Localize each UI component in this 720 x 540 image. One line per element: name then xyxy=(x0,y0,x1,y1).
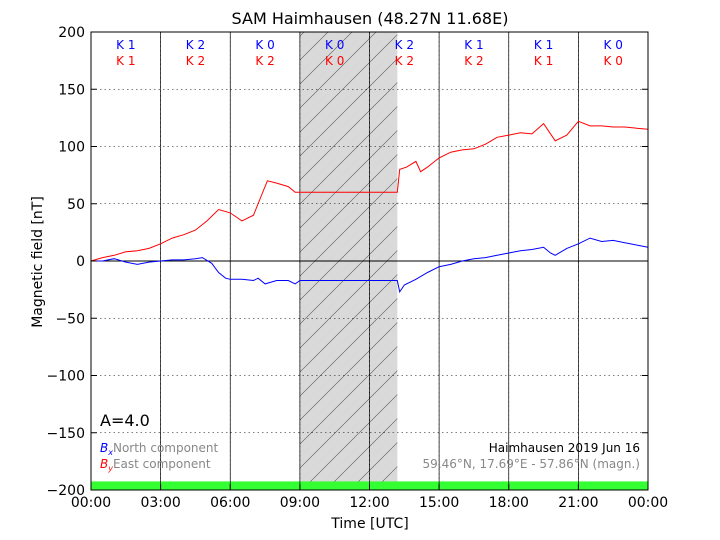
y-tick-label: 0 xyxy=(76,254,85,270)
k-index-east: K 2 xyxy=(464,54,483,68)
y-axis-label: Magnetic field [nT] xyxy=(30,196,46,328)
legend-east-symbol: B xyxy=(100,457,108,471)
y-tick-label: 100 xyxy=(58,140,85,156)
y-tick-label: −50 xyxy=(55,311,85,327)
series-lines xyxy=(90,120,649,294)
x-tick-label: 21:00 xyxy=(558,495,598,511)
y-tick-label: −200 xyxy=(47,483,85,499)
x-tick-label: 00:00 xyxy=(628,495,668,511)
k-index-east: K 0 xyxy=(325,54,344,68)
legend-north-label: North component xyxy=(113,441,219,455)
y-tick-labels: −200 −150 −100 −50 0 50 100 150 200 xyxy=(47,25,648,499)
x-tick-label: 12:00 xyxy=(349,495,389,511)
x-tick-labels: 00:00 03:00 06:00 09:00 12:00 15:00 18:00 21:00… xyxy=(71,484,668,511)
y-tick-label: −100 xyxy=(47,369,85,385)
x-tick-label: 09:00 xyxy=(280,495,320,511)
x-axis-label: Time [UTC] xyxy=(330,516,408,532)
station-info-line1: Haimhausen 2019 Jun 16 xyxy=(489,441,640,455)
x-tick-label: 06:00 xyxy=(210,495,250,511)
y-tick-label: 200 xyxy=(58,25,85,41)
a-index-label: A=4.0 xyxy=(100,411,150,430)
station-info-line2: 59.46°N, 17.69°E - 57.86°N (magn.) xyxy=(423,457,640,471)
k-index-east: K 1 xyxy=(534,54,553,68)
k-index-north-labels: K 1 K 2 K 0 K 0 K 2 K 1 K 1 K 0 xyxy=(116,38,623,52)
k-index-east: K 2 xyxy=(255,54,274,68)
k-index-north: K 0 xyxy=(325,38,344,52)
legend: BxNorth component ByEast component xyxy=(100,441,219,473)
k-index-north: K 1 xyxy=(116,38,135,52)
legend-north-symbol: B xyxy=(100,441,108,455)
k-index-east: K 2 xyxy=(395,54,414,68)
k-index-east: K 1 xyxy=(116,54,135,68)
x-tick-label: 15:00 xyxy=(419,495,459,511)
k-index-north: K 0 xyxy=(255,38,274,52)
x-tick-label: 18:00 xyxy=(489,495,529,511)
series-north-line xyxy=(91,237,649,294)
y-tick-label: 50 xyxy=(67,197,85,213)
legend-east: ByEast component xyxy=(100,457,211,473)
k-index-east-labels: K 1 K 2 K 2 K 0 K 2 K 2 K 1 K 0 xyxy=(116,54,623,68)
k-index-east: K 0 xyxy=(604,54,623,68)
x-tick-label: 03:00 xyxy=(140,495,180,511)
y-tick-label: −150 xyxy=(47,426,85,442)
k-index-east: K 2 xyxy=(186,54,205,68)
legend-north: BxNorth component xyxy=(100,441,219,457)
y-tick-label: 150 xyxy=(58,82,85,98)
legend-east-label: East component xyxy=(113,457,211,471)
k-index-north: K 1 xyxy=(534,38,553,52)
legend-north-sub: x xyxy=(107,448,113,457)
series-east-line xyxy=(90,120,649,262)
k-index-north: K 2 xyxy=(395,38,414,52)
legend-east-sub: y xyxy=(107,464,113,473)
chart-title: SAM Haimhausen (48.27N 11.68E) xyxy=(232,9,509,28)
k-index-north: K 2 xyxy=(186,38,205,52)
x-tick-label: 00:00 xyxy=(71,495,111,511)
k-index-north: K 0 xyxy=(604,38,623,52)
k-index-north: K 1 xyxy=(464,38,483,52)
